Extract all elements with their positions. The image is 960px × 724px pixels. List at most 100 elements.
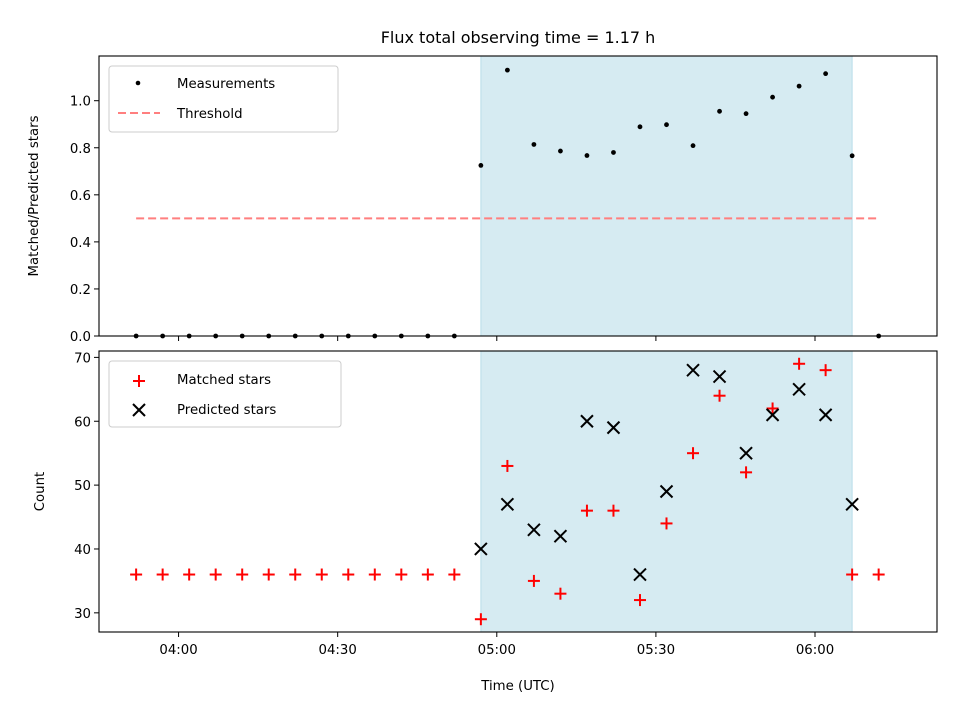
matched-star-point (209, 568, 222, 581)
measurement-point (823, 71, 829, 77)
measurement-point (531, 142, 537, 147)
legend-predicted-label: Predicted stars (177, 403, 276, 418)
y-tick-label: 0.8 (70, 142, 91, 157)
y-tick-label: 30 (74, 607, 91, 622)
matched-star-point (607, 504, 620, 517)
predicted-star-stroke-b (712, 369, 727, 384)
predicted-star-point (686, 363, 700, 377)
x-tick-label: 05:00 (478, 643, 516, 658)
x-tick-label: 05:30 (637, 643, 675, 658)
matched-star-point (236, 568, 249, 581)
y-tick-label: 0.2 (70, 283, 91, 298)
x-tick-label: 04:30 (319, 643, 357, 658)
y-tick-label: 60 (74, 415, 91, 430)
y-tick-label: 70 (74, 351, 91, 366)
matched-star-point (501, 459, 514, 472)
top-axes-frame (98, 55, 938, 337)
predicted-star-stroke-b (553, 529, 568, 543)
matched-star-point (289, 568, 302, 581)
y-tick-label: 1.0 (70, 95, 91, 110)
legend-predicted-marker (132, 403, 146, 417)
bottom-y-axis-label: Count (33, 472, 48, 512)
chart-title: Flux total observing time = 1.17 h (381, 28, 656, 47)
top-x-ticks (178, 336, 816, 341)
predicted-star-stroke-b (739, 446, 753, 460)
predicted-star-point (633, 567, 647, 582)
measurement-point (743, 111, 749, 117)
top-y-ticks: 0.0 0.2 0.4 0.6 0.8 1.0 (70, 95, 99, 345)
predicted-star-stroke-b (818, 408, 833, 422)
matched-star-point (448, 568, 461, 581)
measurement-point (770, 94, 775, 100)
y-tick-label: 0.4 (70, 236, 91, 251)
measurement-point (637, 124, 643, 130)
y-tick-label: 50 (74, 479, 91, 494)
matched-star-point (633, 594, 646, 607)
matched-star-point (687, 447, 700, 460)
measurement-point (504, 67, 510, 73)
predicted-star-stroke-b (527, 523, 541, 537)
bottom-x-ticks: 04:00 04:30 05:00 05:30 06:00 (159, 632, 834, 658)
predicted-star-point (739, 446, 753, 460)
predicted-star-point (792, 382, 806, 397)
measurement-point (690, 143, 696, 149)
measurement-point (558, 148, 563, 154)
top-legend-box (108, 65, 339, 133)
predicted-star-point (474, 542, 488, 556)
predicted-star-point (527, 523, 541, 537)
predicted-stars-points (474, 363, 859, 582)
measurement-point (611, 150, 616, 155)
predicted-star-point (845, 497, 859, 511)
legend-measurements-marker (135, 80, 141, 86)
matched-star-point (342, 568, 355, 581)
legend-threshold-label: Threshold (176, 107, 243, 122)
matched-star-point (183, 568, 196, 581)
matched-star-point (315, 568, 328, 581)
matched-star-point (262, 568, 275, 581)
predicted-star-point (500, 497, 515, 511)
matched-star-point (766, 402, 779, 415)
predicted-star-point (818, 408, 833, 422)
matched-star-point (130, 568, 143, 581)
matched-star-point (368, 568, 381, 581)
bottom-legend: Matched stars Predicted stars (108, 360, 342, 428)
legend-measurements-label: Measurements (177, 77, 275, 92)
matched-stars-points (130, 357, 885, 626)
predicted-star-stroke-b (659, 484, 674, 499)
y-tick-label: 0.6 (70, 189, 91, 204)
matched-star-point (421, 568, 434, 581)
predicted-star-stroke-b (474, 542, 488, 556)
matched-star-point (554, 587, 567, 600)
x-tick-label: 04:00 (159, 643, 197, 658)
predicted-star-stroke-b (633, 567, 647, 582)
predicted-star-stroke-b (500, 497, 515, 511)
measurement-point (717, 108, 722, 114)
matched-star-point (395, 568, 408, 581)
predicted-star-stroke-b (580, 414, 594, 428)
predicted-star-point (553, 529, 568, 543)
matched-star-point (872, 568, 885, 581)
measurement-point (584, 153, 590, 158)
legend-matched-marker (133, 375, 145, 387)
top-legend: Measurements Threshold (108, 65, 339, 133)
measurement-point (664, 122, 669, 128)
x-tick-label: 06:00 (796, 643, 834, 658)
matched-star-point (527, 574, 540, 587)
measurement-point (796, 83, 802, 89)
predicted-star-stroke-b (765, 408, 780, 422)
x-axis-label: Time (UTC) (480, 679, 555, 694)
measurement-point (849, 153, 855, 159)
matched-star-point (740, 466, 753, 479)
predicted-star-point (580, 414, 594, 428)
matched-star-point (793, 357, 806, 370)
top-shaded-span (480, 55, 853, 337)
top-panel: 0.0 0.2 0.4 0.6 0.8 1.0 Matched/Predicted sta… (27, 55, 938, 345)
matched-star-point (819, 364, 832, 377)
predicted-star-point (765, 408, 780, 422)
predicted-star-stroke-b (686, 363, 700, 377)
predicted-star-point (606, 420, 621, 435)
predicted-star-stroke-b (792, 382, 806, 397)
bottom-panel: 30 40 50 60 70 04:00 04:30 05:00 05:30 06:00 Cou… (33, 350, 938, 694)
measurement-point (478, 163, 484, 168)
matched-star-point (580, 504, 593, 517)
